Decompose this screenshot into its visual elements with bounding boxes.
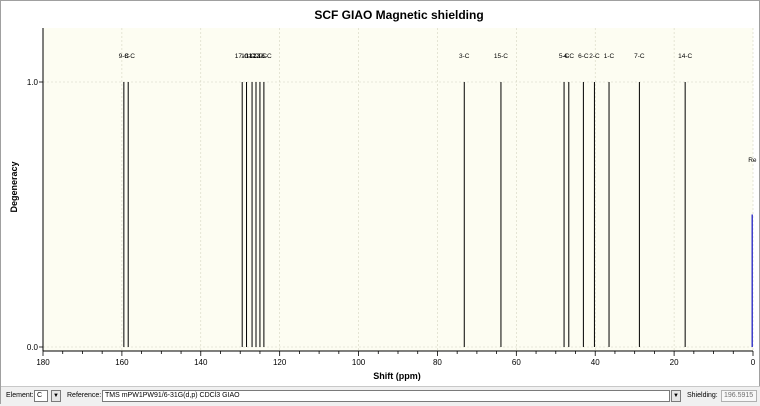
x-tick-label: 180 xyxy=(36,358,50,367)
peak-label: 5-C xyxy=(559,53,570,60)
peak-label: 11-C xyxy=(245,53,259,60)
element-dropdown-button[interactable]: ▼ xyxy=(51,390,61,402)
status-bar: Element: C ▼ Reference: TMS mPW1PW91/6-3… xyxy=(1,386,760,406)
x-tick-label: 120 xyxy=(273,358,287,367)
reference-select[interactable]: TMS mPW1PW91/6-31G(d,p) CDCl3 GIAO xyxy=(102,390,670,402)
plot-area xyxy=(43,28,753,351)
peak-label: 16-C xyxy=(258,53,272,60)
x-tick-label: 160 xyxy=(115,358,129,367)
peak-label: 1-C xyxy=(604,53,615,60)
x-axis-label: Shift (ppm) xyxy=(373,371,421,381)
x-tick-label: 140 xyxy=(194,358,208,367)
peak-label: 10-C xyxy=(241,53,255,60)
shielding-value-field: 196.5915 xyxy=(721,390,757,402)
peak-label: 6-C xyxy=(578,53,589,60)
x-tick-label: 60 xyxy=(512,358,521,367)
peak-label: 2-C xyxy=(589,53,600,60)
peak-label: 4-C xyxy=(564,53,575,60)
peak-label: 15-C xyxy=(494,53,508,60)
x-tick-label: 20 xyxy=(670,358,679,367)
peak-label: 8-C xyxy=(125,53,136,60)
peak-label: Re xyxy=(748,157,757,164)
shielding-label: Shielding: xyxy=(687,392,718,399)
peak-label: 17-C xyxy=(235,53,249,60)
peak-label: 3-C xyxy=(459,53,470,60)
x-tick-label: 80 xyxy=(433,358,442,367)
chart-title: SCF GIAO Magnetic shielding xyxy=(314,8,483,22)
y-tick-label: 1.0 xyxy=(27,78,39,87)
peak-label: 7-C xyxy=(634,53,645,60)
peak-label: 9-C xyxy=(119,53,130,60)
chevron-down-icon: ▼ xyxy=(673,393,679,399)
element-select[interactable]: C xyxy=(34,390,48,402)
x-tick-label: 0 xyxy=(751,358,756,367)
element-label: Element: xyxy=(6,392,34,399)
reference-dropdown-button[interactable]: ▼ xyxy=(671,390,681,402)
x-tick-label: 40 xyxy=(591,358,600,367)
spectrum-chart: 180 160 140 120 100 80 60 40 20 0 0.0 1.0 9-C8-C 17-… xyxy=(9,8,757,381)
y-tick-label: 0.0 xyxy=(27,343,39,352)
peak-label: 14-C xyxy=(678,53,692,60)
y-axis-label: Degeneracy xyxy=(9,161,19,212)
reference-label: Reference: xyxy=(67,392,102,399)
chevron-down-icon: ▼ xyxy=(53,393,59,399)
peak-label: 12-C xyxy=(249,53,263,60)
x-tick-label: 100 xyxy=(352,358,366,367)
peak-label: 13-C xyxy=(253,53,267,60)
